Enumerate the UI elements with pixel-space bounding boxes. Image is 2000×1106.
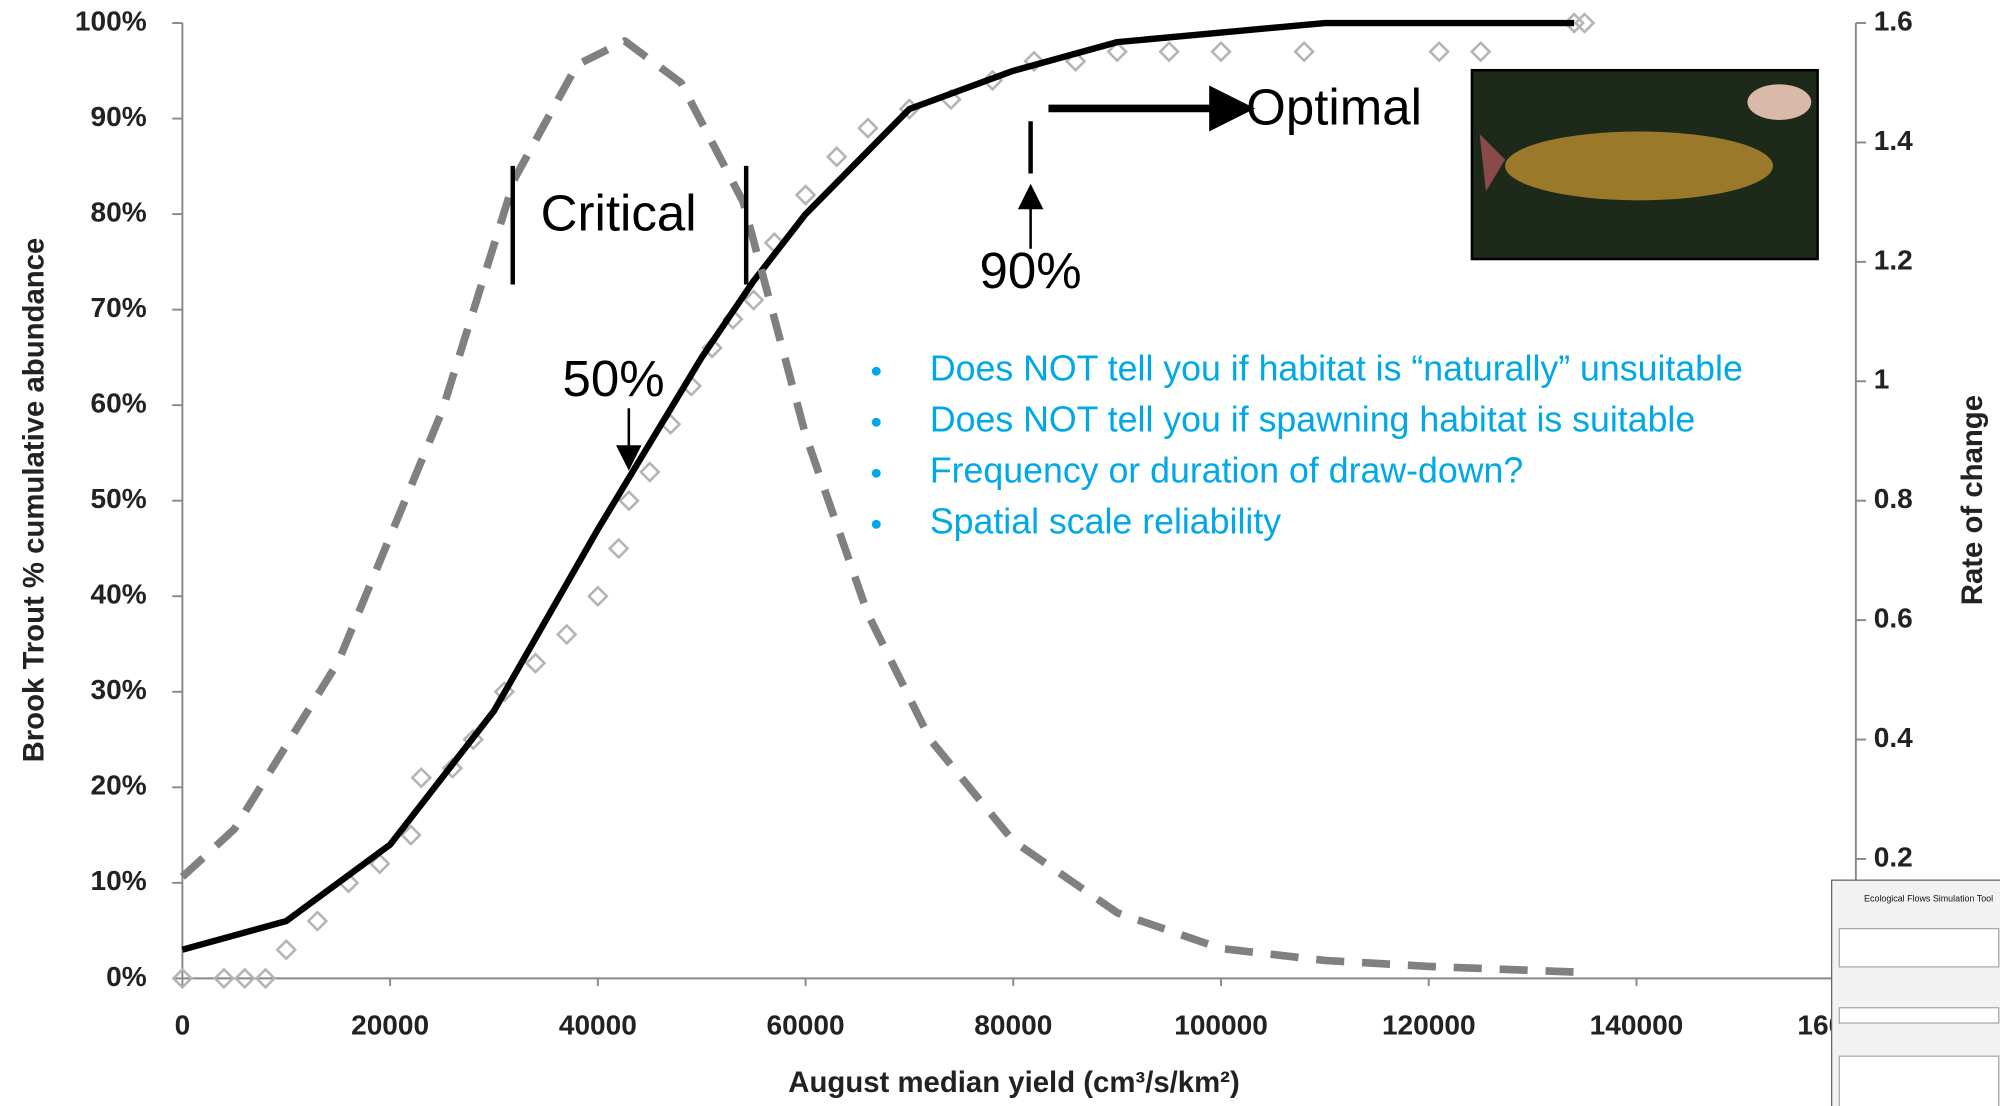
data-point: [1106, 40, 1128, 63]
bullet-dot: [871, 468, 881, 478]
data-point: [794, 184, 817, 206]
bullet-text: Does NOT tell you if spawning habitat is…: [930, 400, 1695, 440]
data-point: [254, 967, 277, 990]
x-tick-label: 120000: [1382, 1009, 1476, 1040]
data-point: [639, 461, 661, 483]
y-tick-label: 100%: [75, 5, 147, 36]
critical-label: Critical: [541, 184, 697, 241]
y-tick-label: 40%: [91, 579, 147, 610]
y-tick-label: 60%: [91, 388, 147, 419]
y-tick-label: 10%: [91, 865, 147, 896]
x-tick-label: 60000: [767, 1009, 845, 1040]
fish-tail: [1479, 133, 1506, 192]
y2-axis-title: Rate of change: [1956, 395, 1989, 605]
bullet-dot: [871, 417, 881, 427]
data-point: [493, 681, 516, 703]
fit-line: [181, 19, 1575, 953]
y2-tick-label: 0.4: [1874, 722, 1913, 753]
data-point: [369, 853, 391, 875]
data-point: [1428, 40, 1450, 63]
y-tick-label: 70%: [91, 292, 147, 323]
data-point: [213, 967, 235, 990]
data-point: [171, 967, 194, 990]
data-point: [233, 967, 256, 990]
bullet-dot: [871, 366, 881, 376]
inset-panel: [1838, 928, 2000, 968]
x-tick-label: 80000: [974, 1009, 1052, 1040]
bullet-text: Does NOT tell you if habitat is “natural…: [930, 349, 1743, 389]
y-tick-label: 50%: [91, 483, 147, 514]
y-tick-label: 0%: [106, 961, 147, 992]
data-point: [1293, 40, 1315, 63]
x-tick-label: 140000: [1590, 1009, 1684, 1040]
data-point: [400, 824, 422, 846]
data-point: [275, 938, 297, 961]
data-point: [524, 652, 547, 674]
y2-tick-label: 0.2: [1874, 841, 1913, 872]
y2-tick-label: 1.2: [1874, 244, 1913, 275]
bullet-text: Frequency or duration of draw-down?: [930, 451, 1523, 491]
data-point: [1210, 40, 1232, 63]
data-point: [441, 757, 464, 779]
data-point: [618, 489, 640, 512]
data-point: [1023, 50, 1045, 72]
x-tick-label: 0: [175, 1009, 191, 1040]
bullet-text: Spatial scale reliability: [930, 502, 1281, 542]
y2-tick-label: 0.8: [1874, 483, 1913, 514]
data-point: [555, 623, 578, 646]
optimal-label: Optimal: [1246, 79, 1422, 136]
x-tick-label: 100000: [1174, 1009, 1268, 1040]
data-point: [701, 337, 723, 359]
x-tick-label: 40000: [559, 1009, 637, 1040]
fish: [1505, 131, 1773, 201]
y2-tick-label: 1.4: [1874, 125, 1913, 156]
y2-tick-label: 1.6: [1874, 5, 1913, 36]
trout-photo: [1470, 68, 1819, 261]
ninety-label: 90%: [980, 242, 1082, 299]
data-point: [742, 289, 765, 311]
hand: [1747, 84, 1812, 120]
data-point: [826, 146, 848, 168]
y2-tick-label: 0.6: [1874, 603, 1913, 634]
data-point: [857, 117, 879, 139]
inset-panel: [1838, 1055, 2000, 1106]
annotations: Critical Optimal 50% 90%: [510, 79, 1422, 471]
x-axis-title: August median yield (cm³/s/km²): [788, 1066, 1239, 1099]
y-tick-label: 90%: [91, 101, 147, 132]
y-tick-label: 30%: [91, 674, 147, 705]
bullet-list: Does NOT tell you if habitat is “natural…: [871, 349, 1743, 542]
data-point: [587, 585, 609, 607]
y-tick-label: 80%: [91, 197, 147, 228]
data-point: [1573, 12, 1596, 34]
inset-title: Ecological Flows Simulation Tool: [1864, 894, 1993, 904]
axes: [172, 22, 1867, 987]
rate-line: [179, 37, 1585, 977]
data-point: [306, 910, 329, 932]
y-axis-title: Brook Trout % cumulative abundance: [17, 238, 50, 763]
x-tick-label: 20000: [351, 1009, 429, 1040]
bullet-dot: [871, 519, 881, 529]
data-point: [607, 537, 630, 560]
y2-tick-label: 1: [1874, 364, 1890, 395]
inset-slider: [1838, 1007, 2000, 1024]
data-point: [1158, 40, 1180, 63]
app-screenshot: Ecological Flows Simulation Tool: [1830, 879, 2000, 1106]
y-tick-label: 20%: [91, 770, 147, 801]
data-point: [1469, 40, 1492, 63]
data-point: [462, 728, 484, 751]
fifty-label: 50%: [562, 350, 664, 407]
data-point: [410, 767, 433, 789]
